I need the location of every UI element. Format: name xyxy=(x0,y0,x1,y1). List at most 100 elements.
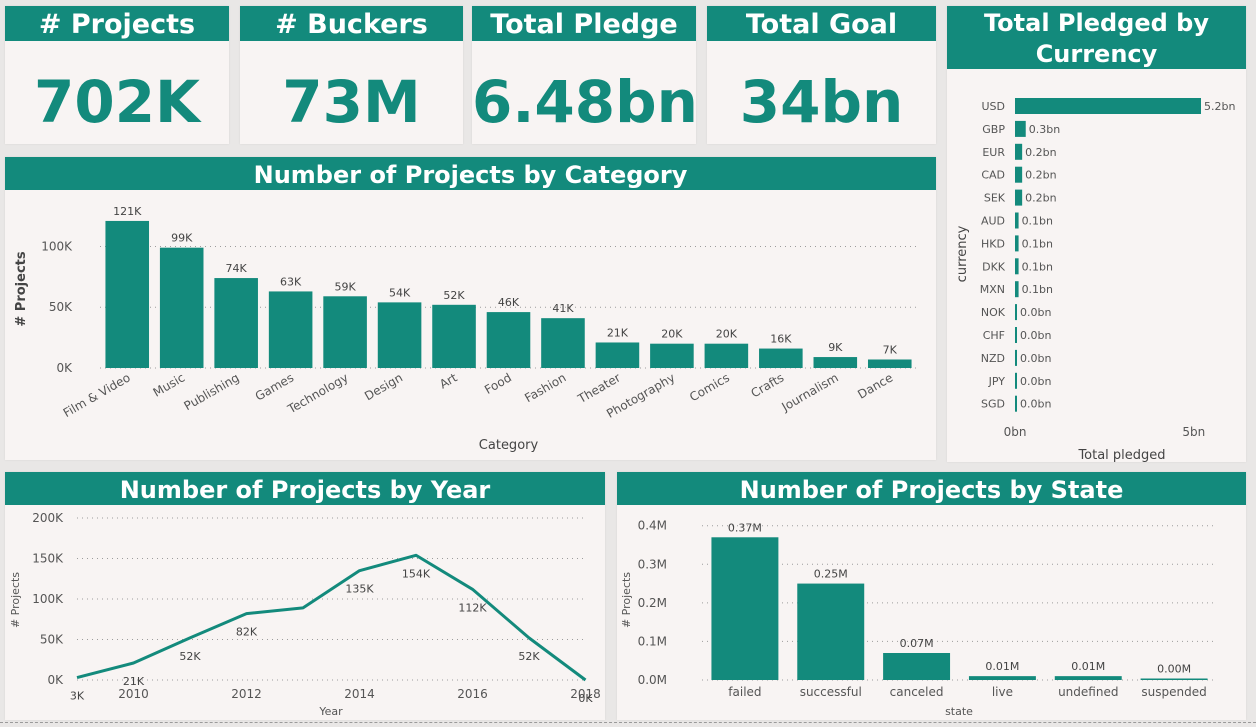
bar xyxy=(759,348,803,368)
y-tick-label: GBP xyxy=(982,123,1005,136)
data-label: 135K xyxy=(345,583,374,596)
data-label: 121K xyxy=(113,205,142,218)
bar xyxy=(1054,676,1122,680)
kpi-value: 6.48bn xyxy=(472,68,698,136)
data-label: 0.1bn xyxy=(1022,237,1053,250)
y-tick-label: 0K xyxy=(47,673,64,687)
data-label: 21K xyxy=(607,326,629,339)
x-tick-label: 0bn xyxy=(1004,425,1027,439)
bar xyxy=(650,343,694,368)
y-tick-label: MXN xyxy=(980,283,1005,296)
data-label: 0.01M xyxy=(985,660,1019,673)
data-label: 21K xyxy=(123,675,145,688)
bar xyxy=(1015,372,1017,389)
x-tick-label: successful xyxy=(800,685,862,699)
x-tick-label: Comics xyxy=(687,370,732,404)
bar xyxy=(159,247,204,368)
kpi-value: 34bn xyxy=(739,68,904,136)
y-tick-label: SGD xyxy=(981,398,1005,411)
x-axis-title: Total pledged xyxy=(1077,448,1165,462)
data-label: 52K xyxy=(443,289,465,302)
x-tick-label: Technology xyxy=(285,370,351,416)
y-tick-label: 100K xyxy=(32,592,64,606)
y-tick-label: 100K xyxy=(41,239,73,253)
x-tick-label: Dance xyxy=(855,370,895,401)
x-tick-label: Crafts xyxy=(748,370,786,400)
x-tick-label: 2016 xyxy=(457,687,488,701)
y-tick-label: DKK xyxy=(982,260,1006,273)
bar xyxy=(1015,120,1026,137)
data-label: 0.1bn xyxy=(1022,283,1053,296)
data-label: 54K xyxy=(389,286,411,299)
series-line xyxy=(76,553,587,682)
data-label: 0.00M xyxy=(1157,663,1191,676)
bar xyxy=(214,278,258,368)
bar xyxy=(1015,235,1019,252)
data-label: 0.0bn xyxy=(1020,375,1051,388)
bar xyxy=(1015,166,1023,183)
y-tick-label: 0.0M xyxy=(638,673,667,687)
x-tick-label: canceled xyxy=(890,685,944,699)
bar xyxy=(1015,349,1017,366)
kpi-title: Total Goal xyxy=(707,6,936,41)
kpi-title: # Buckers xyxy=(240,6,463,41)
bar xyxy=(377,302,422,368)
x-tick-label: Publishing xyxy=(182,370,242,413)
data-label: 0.0bn xyxy=(1020,398,1051,411)
x-tick-label: Food xyxy=(482,370,514,397)
y-tick-label: 50K xyxy=(40,633,64,647)
data-label: 0.01M xyxy=(1071,660,1105,673)
data-label: 0.2bn xyxy=(1025,169,1056,182)
data-label: 9K xyxy=(828,341,843,354)
bar xyxy=(1015,327,1017,343)
y-tick-label: AUD xyxy=(981,215,1005,228)
bar xyxy=(1140,678,1208,680)
x-tick-label: Games xyxy=(253,370,296,403)
x-tick-label: Film & Video xyxy=(61,370,133,420)
y-tick-label: EUR xyxy=(982,146,1005,159)
bar xyxy=(797,583,865,680)
state-chart: 0.0M 0.1M 0.2M 0.3M 0.4M # Projects 0.37M faile… xyxy=(620,519,1217,718)
y-tick-label: HKD xyxy=(981,237,1005,250)
kpi-card-total-pledge: Total Pledge 6.48bn xyxy=(472,6,698,144)
bar xyxy=(1015,98,1201,114)
data-label: 0.0bn xyxy=(1020,306,1051,319)
x-tick-label: suspended xyxy=(1141,685,1206,699)
x-tick-label: Journalism xyxy=(779,370,841,414)
bar xyxy=(883,653,951,680)
data-label: 59K xyxy=(334,280,356,293)
kpi-card-total-goal: Total Goal 34bn xyxy=(707,6,936,144)
y-axis-title: # Projects xyxy=(9,572,22,628)
category-chart: 0K 50K 100K # Projects 121K Film & Video 99K Mu… xyxy=(14,205,917,453)
x-axis-title: Year xyxy=(318,705,343,718)
chart-title: Number of Projects by Year xyxy=(5,472,605,505)
data-label: 0.25M xyxy=(814,568,848,581)
data-label: 0.2bn xyxy=(1025,146,1056,159)
x-tick-label: undefined xyxy=(1058,685,1118,699)
y-tick-label: CHF xyxy=(983,329,1005,342)
y-axis-title: # Projects xyxy=(620,572,633,628)
bar xyxy=(968,676,1036,680)
x-tick-label: Fashion xyxy=(522,370,568,405)
bar xyxy=(1015,304,1017,321)
bar xyxy=(595,342,640,368)
chart-title: Total Pledged by Currency xyxy=(947,6,1246,69)
data-label: 20K xyxy=(661,328,683,341)
chart-title: Number of Projects by Category xyxy=(5,157,936,190)
bar xyxy=(268,291,313,368)
x-tick-label: 2014 xyxy=(344,687,375,701)
data-label: 82K xyxy=(236,626,258,639)
data-label: 52K xyxy=(179,650,201,663)
data-label: 63K xyxy=(280,275,302,288)
currency-chart: 0bn 5bn Total pledged currency USD 5.2bn GBP 0.… xyxy=(955,98,1235,462)
data-label: 0K xyxy=(578,692,593,705)
data-label: 7K xyxy=(883,343,898,356)
data-label: 99K xyxy=(171,232,193,245)
kpi-card-buckers: # Buckers 73M xyxy=(240,6,463,144)
bar xyxy=(486,312,531,368)
data-label: 0.1bn xyxy=(1022,260,1053,273)
y-tick-label: NZD xyxy=(981,352,1005,365)
data-label: 20K xyxy=(716,328,738,341)
x-tick-label: live xyxy=(992,685,1013,699)
bar xyxy=(1015,395,1017,412)
